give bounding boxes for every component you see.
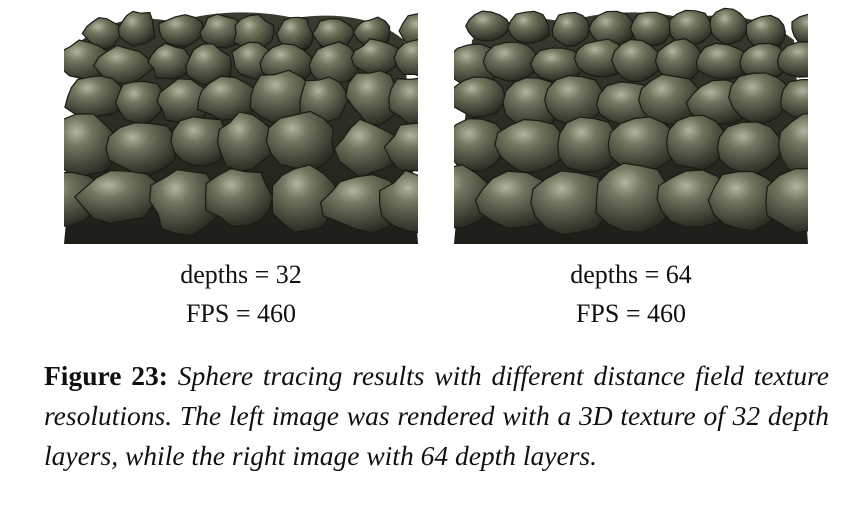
scale-bump (629, 11, 674, 47)
figure-label: Figure 23: (44, 360, 168, 391)
scale-bump (64, 113, 118, 179)
scale-bump (149, 168, 218, 237)
scale-bump (465, 10, 511, 42)
fps-label-right: FPS = 460 (575, 299, 687, 328)
depth-label-right: depths = 64 (570, 260, 692, 289)
scale-bump (388, 77, 418, 126)
left-panel: depths = 32 FPS = 460 (64, 0, 418, 328)
scale-bump (776, 41, 808, 78)
scale-bump (454, 117, 509, 173)
fps-label-left: FPS = 460 (185, 299, 297, 328)
scale-bump (271, 164, 339, 233)
scale-bump (308, 41, 359, 89)
scale-bump (393, 39, 418, 77)
scale-bump (530, 170, 611, 236)
scale-bump (716, 121, 785, 175)
figure-caption: Figure 23: Sphere tracing results with d… (44, 356, 829, 476)
scale-bump (765, 167, 808, 234)
scale-bump (114, 80, 165, 125)
right-panel: depths = 64 FPS = 460 (454, 0, 808, 328)
scale-bump (64, 75, 125, 120)
scale-bump (780, 78, 808, 121)
scale-bump (668, 9, 715, 47)
scale-bump (595, 162, 674, 233)
depth-label-left: depths = 32 (180, 260, 302, 289)
scale-bump (607, 116, 679, 173)
scale-bump (777, 113, 808, 177)
scale-bump (654, 38, 702, 84)
scale-bump (216, 111, 275, 172)
scale-bump (265, 110, 335, 173)
scale-bump (791, 13, 808, 45)
scale-bump (204, 167, 274, 228)
scale-bump (170, 116, 232, 167)
render-image-left (64, 10, 418, 244)
scale-bump (610, 38, 664, 83)
scale-bump (379, 169, 418, 234)
scale-bump (81, 17, 124, 51)
scale-bump (105, 122, 177, 176)
scale-bump (158, 14, 204, 48)
scale-bump (507, 10, 550, 44)
render-image-right (454, 7, 808, 244)
scale-bump (350, 38, 402, 76)
scale-bump (709, 7, 749, 45)
scale-bump (695, 42, 752, 80)
scale-bump (707, 170, 782, 232)
scale-bump (147, 42, 194, 80)
scale-bump (494, 118, 570, 174)
scale-bump (199, 13, 245, 49)
scale-bump (333, 118, 400, 179)
scale-bump (551, 11, 590, 48)
scale-bump (276, 16, 314, 53)
scale-bump (454, 76, 506, 119)
scale-bump (557, 116, 622, 173)
scale-bump (728, 72, 791, 124)
scale-bump (73, 169, 165, 225)
scale-bump (383, 122, 418, 172)
scale-bump (665, 114, 727, 171)
scale-bump (117, 10, 156, 47)
figure-caption-text: Sphere tracing results with different di… (44, 360, 829, 471)
scale-bump (344, 70, 403, 126)
